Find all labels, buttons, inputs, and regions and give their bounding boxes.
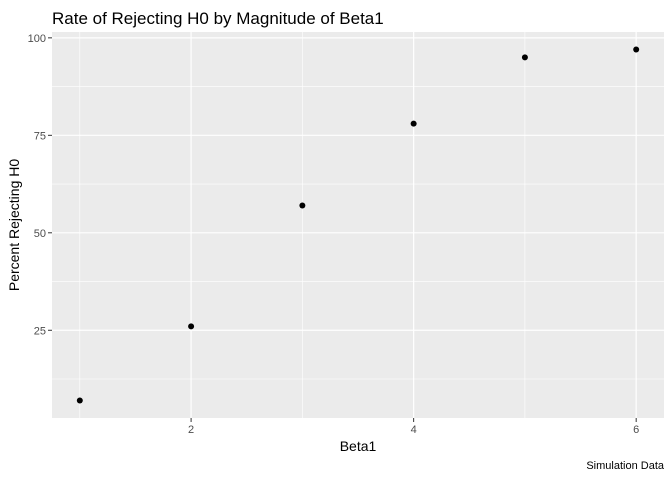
data-points	[76, 46, 640, 404]
y-axis-ticks: 25 50 75 100	[28, 33, 52, 337]
y-axis-title: Percent Rejecting H0	[6, 159, 22, 292]
data-point	[76, 397, 83, 404]
x-tick-label: 4	[411, 424, 417, 436]
chart-caption: Simulation Data	[586, 460, 665, 472]
major-gridlines	[52, 32, 664, 418]
y-tick-label: 75	[34, 130, 46, 142]
chart-title: Rate of Rejecting H0 by Magnitude of Bet…	[52, 9, 384, 28]
y-tick-label: 25	[34, 325, 46, 337]
data-point	[633, 46, 640, 53]
data-point	[299, 202, 306, 209]
data-point	[410, 120, 417, 127]
plot-panel	[52, 32, 664, 418]
data-point	[521, 54, 528, 61]
y-tick-label: 50	[34, 228, 46, 240]
x-tick-label: 6	[633, 424, 639, 436]
minor-gridlines	[52, 32, 664, 418]
x-tick-label: 2	[188, 424, 194, 436]
data-point	[188, 323, 195, 330]
x-axis-ticks: 2 4 6	[188, 418, 639, 436]
x-axis-title: Beta1	[340, 438, 377, 454]
y-tick-label: 100	[28, 33, 46, 45]
